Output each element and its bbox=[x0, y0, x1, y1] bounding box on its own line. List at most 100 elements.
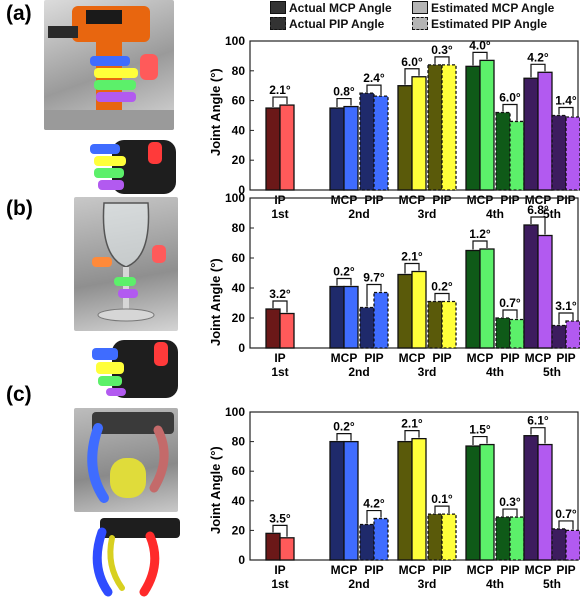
error-bracket bbox=[272, 96, 288, 108]
error-bracket bbox=[336, 97, 352, 108]
y-tick-label: 60 bbox=[232, 251, 246, 265]
y-tick-label: 100 bbox=[225, 405, 245, 419]
legend-actual-pip: Actual PIP Angle bbox=[270, 16, 384, 31]
bar-estimated bbox=[279, 312, 295, 349]
x-finger-label: 2nd bbox=[348, 577, 369, 591]
x-joint-label: MCP bbox=[331, 193, 358, 207]
bar-estimated bbox=[537, 234, 553, 349]
panel-label-c: (c) bbox=[6, 383, 32, 406]
x-finger-label: 4th bbox=[486, 207, 504, 221]
bar-estimated bbox=[565, 116, 580, 191]
error-bracket bbox=[336, 277, 352, 286]
bar-actual bbox=[359, 523, 375, 561]
bar-actual bbox=[427, 300, 443, 349]
bar-actual bbox=[265, 532, 281, 561]
error-bracket bbox=[272, 524, 288, 537]
bar-estimated bbox=[411, 270, 427, 349]
error-bracket bbox=[272, 300, 288, 313]
error-label: 0.1° bbox=[431, 492, 453, 506]
error-bracket bbox=[530, 216, 546, 235]
error-bracket bbox=[502, 508, 518, 517]
error-bracket bbox=[558, 520, 574, 530]
bar-estimated bbox=[441, 513, 457, 561]
bar-estimated bbox=[537, 71, 553, 191]
error-label: 1.5° bbox=[469, 423, 491, 437]
error-label: 9.7° bbox=[363, 271, 385, 285]
x-joint-label: IP bbox=[274, 563, 285, 577]
bar-estimated bbox=[343, 105, 359, 191]
error-bracket bbox=[434, 292, 450, 301]
error-label: 0.2° bbox=[431, 280, 453, 294]
x-finger-label: 3rd bbox=[418, 207, 437, 221]
error-bracket bbox=[366, 509, 382, 524]
bar-actual bbox=[427, 513, 443, 561]
x-joint-label: MCP bbox=[399, 563, 426, 577]
bar-estimated bbox=[373, 291, 389, 349]
y-tick-label: 20 bbox=[232, 153, 246, 167]
legend-label-estimated-pip: Estimated PIP Angle bbox=[431, 16, 548, 31]
x-joint-label: MCP bbox=[525, 563, 552, 577]
error-bracket bbox=[434, 56, 450, 64]
cylinder-grasp-illustration bbox=[87, 412, 174, 503]
bar-actual bbox=[397, 85, 413, 191]
bar-estimated bbox=[479, 443, 495, 561]
x-joint-label: PIP bbox=[364, 351, 383, 365]
y-tick-label: 80 bbox=[232, 64, 246, 78]
error-bracket bbox=[472, 51, 488, 66]
error-label: 6.1° bbox=[527, 414, 549, 428]
y-tick-label: 40 bbox=[232, 494, 246, 508]
x-joint-label: MCP bbox=[399, 193, 426, 207]
x-joint-label: PIP bbox=[500, 351, 519, 365]
error-label: 0.8° bbox=[333, 85, 355, 99]
error-bracket bbox=[366, 84, 382, 96]
bar-estimated bbox=[537, 443, 553, 561]
bar-actual bbox=[495, 516, 511, 561]
legend-estimated-pip: Estimated PIP Angle bbox=[412, 16, 547, 31]
x-finger-label: 5th bbox=[543, 207, 561, 221]
bar-actual bbox=[465, 445, 481, 561]
x-joint-label: PIP bbox=[432, 193, 451, 207]
hand-render-c-illustration bbox=[92, 518, 180, 597]
glass-grasp-illustration bbox=[92, 202, 166, 322]
bar-actual bbox=[465, 65, 481, 191]
x-finger-label: 2nd bbox=[348, 365, 369, 379]
drill-grasp-illustration bbox=[44, 6, 174, 130]
error-bracket bbox=[472, 240, 488, 250]
bar-estimated bbox=[565, 529, 580, 561]
bar-actual bbox=[329, 107, 345, 191]
legend-swatch-estimated-pip bbox=[412, 17, 428, 30]
bar-actual bbox=[329, 285, 345, 349]
bar-estimated bbox=[479, 248, 495, 349]
bar-actual bbox=[427, 64, 443, 191]
legend-label-estimated-mcp: Estimated MCP Angle bbox=[431, 0, 555, 15]
x-finger-label: 5th bbox=[543, 577, 561, 591]
bar-actual bbox=[359, 92, 375, 191]
bar-estimated bbox=[343, 285, 359, 349]
panel-label-a: (a) bbox=[6, 2, 32, 25]
x-joint-label: MCP bbox=[331, 563, 358, 577]
legend-actual-mcp: Actual MCP Angle bbox=[270, 0, 392, 15]
error-label: 3.5° bbox=[269, 511, 291, 525]
x-joint-label: IP bbox=[274, 193, 285, 207]
x-joint-label: MCP bbox=[399, 351, 426, 365]
bar-estimated bbox=[343, 440, 359, 561]
error-label: 2.4° bbox=[363, 71, 385, 85]
bar-estimated bbox=[373, 517, 389, 561]
bar-estimated bbox=[565, 320, 580, 349]
y-tick-label: 0 bbox=[238, 553, 245, 567]
error-label: 6.8° bbox=[527, 203, 549, 217]
bar-actual bbox=[551, 528, 567, 561]
hand-render-c bbox=[86, 516, 182, 598]
bar-estimated bbox=[509, 318, 525, 349]
bar-actual bbox=[329, 440, 345, 561]
bar-estimated bbox=[509, 516, 525, 561]
x-joint-label: PIP bbox=[364, 563, 383, 577]
x-finger-label: 1st bbox=[271, 577, 288, 591]
error-label: 0.3° bbox=[431, 43, 453, 57]
bar-actual bbox=[397, 273, 413, 349]
error-bracket bbox=[558, 106, 574, 116]
x-joint-label: PIP bbox=[500, 193, 519, 207]
y-tick-label: 20 bbox=[232, 311, 246, 325]
